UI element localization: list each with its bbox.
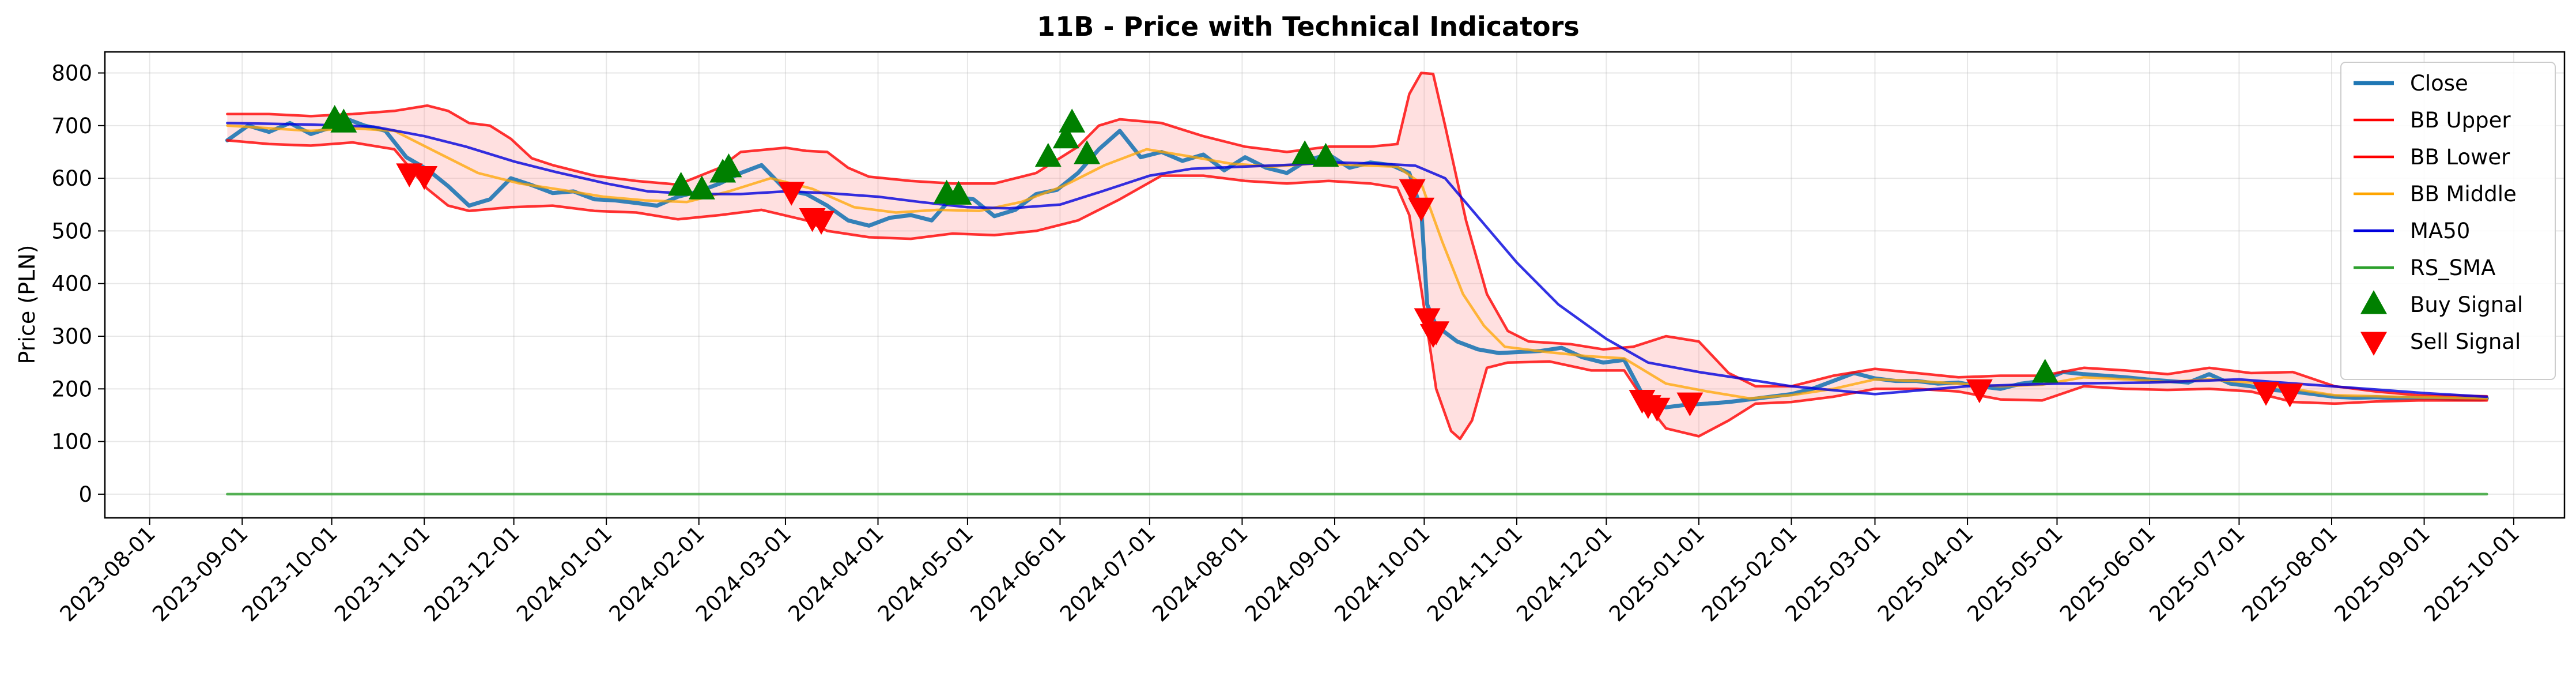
sell-signal-marker (2253, 382, 2279, 406)
y-tick-label: 400 (51, 272, 92, 296)
y-axis-label: Price (PLN) (14, 245, 40, 364)
y-tick-label: 300 (51, 324, 92, 349)
buy-signal-marker (2031, 359, 2058, 383)
sell-signal-marker (411, 166, 438, 190)
legend-frame (2340, 62, 2556, 380)
legend-label-rs-sma: RS_SMA (2410, 255, 2495, 280)
legend-swatch-sell-signal (2360, 332, 2387, 356)
y-axis: 0 100 200 300 400 500 600 700 800 (51, 61, 105, 507)
series-ma50 (226, 122, 2488, 398)
sell-signal-marker (1423, 321, 1450, 345)
y-tick-label: 500 (51, 219, 92, 243)
series-bb-upper (226, 72, 2488, 398)
y-tick-label: 700 (51, 114, 92, 138)
sell-signal-marker (1676, 392, 1704, 416)
buy-signal-marker (688, 175, 715, 200)
y-tick-label: 0 (78, 482, 92, 507)
series-bb-middle (226, 124, 2488, 400)
grid-lines (105, 52, 2564, 518)
sell-signal-marker (1414, 308, 1441, 332)
y-tick-label: 200 (51, 377, 92, 401)
series-bb-lower (226, 139, 2488, 441)
bollinger-band-area (227, 73, 2487, 439)
legend-label-bb-lower: BB Lower (2410, 145, 2510, 170)
buy-signal-marker (1059, 108, 1086, 133)
legend-label-bb-middle: BB Middle (2410, 182, 2517, 206)
sell-signal-marker (778, 182, 805, 206)
legend: Close BB Upper BB Lower BB Middle MA50 RS_SMA… (2340, 62, 2556, 380)
buy-signal-marker (715, 153, 742, 178)
chart-title: 11B - Price with Technical Indicators (1037, 11, 1579, 42)
buy-signal-marker (1052, 124, 1079, 149)
sell-signal-marker (1408, 197, 1435, 222)
legend-label-bb-upper: BB Upper (2410, 108, 2511, 133)
legend-label-ma50: MA50 (2410, 219, 2470, 243)
buy-signal-marker (945, 181, 972, 205)
sell-signal-marker (808, 210, 835, 235)
sell-signal-marker (1399, 179, 1426, 204)
buy-signal-marker (1291, 140, 1319, 164)
legend-swatch-buy-signal (2360, 290, 2387, 314)
y-tick-label: 800 (51, 61, 92, 86)
buy-signal-marker (1074, 140, 1101, 164)
buy-signal-marker (1034, 142, 1062, 167)
legend-label-sell-signal: Sell Signal (2410, 329, 2521, 354)
buy-signal-marker (1312, 142, 1339, 167)
sell-signal-marker (2276, 384, 2303, 408)
legend-label-buy-signal: Buy Signal (2410, 292, 2523, 317)
sell-signal-marker (1644, 397, 1671, 422)
series-lines (225, 72, 2489, 496)
buy-signal-marker (667, 172, 694, 196)
legend-label-close: Close (2410, 71, 2468, 96)
y-tick-label: 100 (51, 430, 92, 454)
y-tick-label: 600 (51, 166, 92, 191)
bollinger-band-fill (227, 73, 2487, 439)
sell-signal-marker (1966, 379, 1993, 404)
signal-markers (321, 105, 2303, 422)
buy-signal-marker (330, 108, 357, 133)
